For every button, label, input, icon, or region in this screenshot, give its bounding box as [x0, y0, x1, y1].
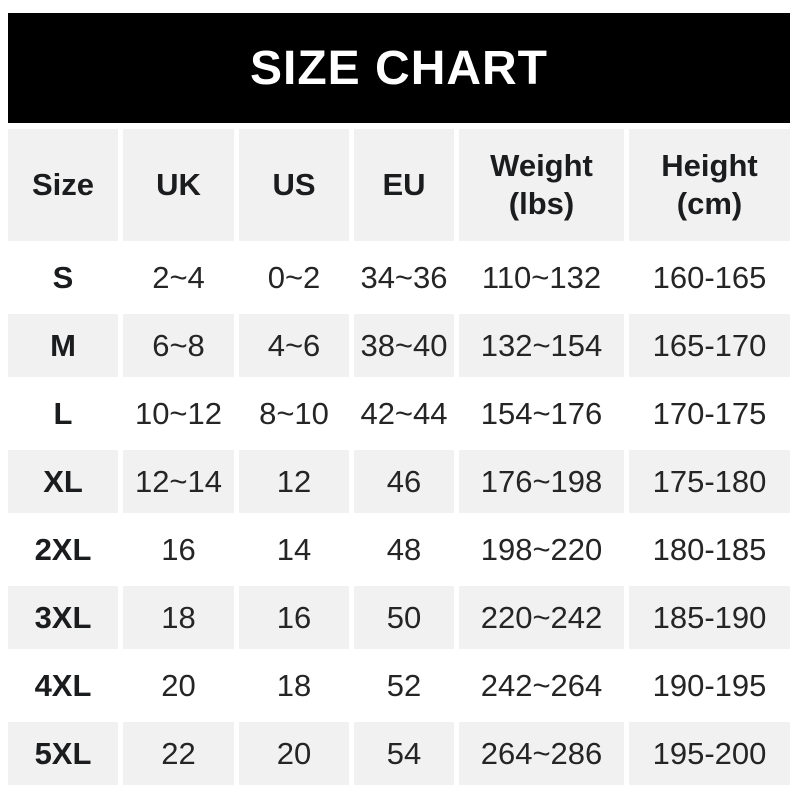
uk-value-cell: 12~14 [123, 450, 234, 513]
size-label-cell: 4XL [34, 667, 92, 703]
table-row-3xl: 3XL 18 16 50 220~242 185-190 [8, 586, 790, 649]
size-chart-banner: SIZE CHART [8, 13, 790, 123]
height-value-cell: 195-200 [629, 722, 790, 785]
height-value-cell: 160-165 [652, 259, 767, 295]
weight-value-cell: 176~198 [459, 450, 624, 513]
size-label-cell: 3XL [8, 586, 118, 649]
table-row-5xl: 5XL 22 20 54 264~286 195-200 [8, 722, 790, 785]
uk-value-cell: 18 [123, 586, 234, 649]
uk-value-cell: 2~4 [152, 259, 205, 295]
table-row-l: L 10~12 8~10 42~44 154~176 170-175 [8, 382, 790, 445]
eu-value-cell: 46 [354, 450, 454, 513]
uk-value-cell: 10~12 [134, 395, 223, 431]
uk-value-cell: 6~8 [123, 314, 234, 377]
us-value-cell: 14 [276, 531, 312, 567]
header-cell-uk: UK [123, 129, 234, 241]
height-value-cell: 185-190 [629, 586, 790, 649]
size-label-cell: 5XL [8, 722, 118, 785]
height-value-cell: 180-185 [652, 531, 767, 567]
height-value-cell: 165-170 [629, 314, 790, 377]
table-row-2xl: 2XL 16 14 48 198~220 180-185 [8, 518, 790, 581]
table-row-4xl: 4XL 20 18 52 242~264 190-195 [8, 654, 790, 717]
us-value-cell: 16 [239, 586, 349, 649]
header-cell-size: Size [8, 129, 118, 241]
size-label-cell: S [52, 259, 74, 295]
us-value-cell: 4~6 [239, 314, 349, 377]
size-label-cell: M [8, 314, 118, 377]
uk-value-cell: 22 [123, 722, 234, 785]
header-cell-height: Height (cm) [629, 129, 790, 241]
weight-value-cell: 242~264 [480, 667, 603, 703]
eu-value-cell: 52 [386, 667, 422, 703]
header-cell-us: US [239, 129, 349, 241]
size-label-cell: XL [8, 450, 118, 513]
us-value-cell: 18 [276, 667, 312, 703]
table-row-s: S 2~4 0~2 34~36 110~132 160-165 [8, 246, 790, 309]
table-row-xl: XL 12~14 12 46 176~198 175-180 [8, 450, 790, 513]
us-value-cell: 20 [239, 722, 349, 785]
weight-value-cell: 264~286 [459, 722, 624, 785]
height-value-cell: 170-175 [652, 395, 767, 431]
weight-value-cell: 132~154 [459, 314, 624, 377]
page-title: SIZE CHART [250, 41, 548, 95]
table-row-m: M 6~8 4~6 38~40 132~154 165-170 [8, 314, 790, 377]
eu-value-cell: 54 [354, 722, 454, 785]
height-value-cell: 190-195 [652, 667, 767, 703]
eu-value-cell: 50 [354, 586, 454, 649]
size-label-cell: L [53, 395, 73, 431]
us-value-cell: 0~2 [267, 259, 321, 295]
table-header-row: Size UK US EU Weight (lbs) Height (cm) [8, 129, 790, 241]
eu-value-cell: 38~40 [354, 314, 454, 377]
eu-value-cell: 42~44 [360, 395, 448, 431]
uk-value-cell: 16 [161, 531, 196, 567]
us-value-cell: 12 [239, 450, 349, 513]
weight-value-cell: 198~220 [480, 531, 603, 567]
header-cell-weight: Weight (lbs) [459, 129, 624, 241]
header-cell-eu: EU [354, 129, 454, 241]
us-value-cell: 8~10 [259, 395, 329, 431]
eu-value-cell: 34~36 [360, 259, 448, 295]
uk-value-cell: 20 [161, 667, 196, 703]
weight-value-cell: 110~132 [481, 259, 602, 295]
eu-value-cell: 48 [386, 531, 422, 567]
height-value-cell: 175-180 [629, 450, 790, 513]
weight-value-cell: 154~176 [480, 395, 603, 431]
size-label-cell: 2XL [34, 531, 92, 567]
weight-value-cell: 220~242 [459, 586, 624, 649]
size-chart-table: Size UK US EU Weight (lbs) Height (cm) S… [8, 129, 790, 785]
